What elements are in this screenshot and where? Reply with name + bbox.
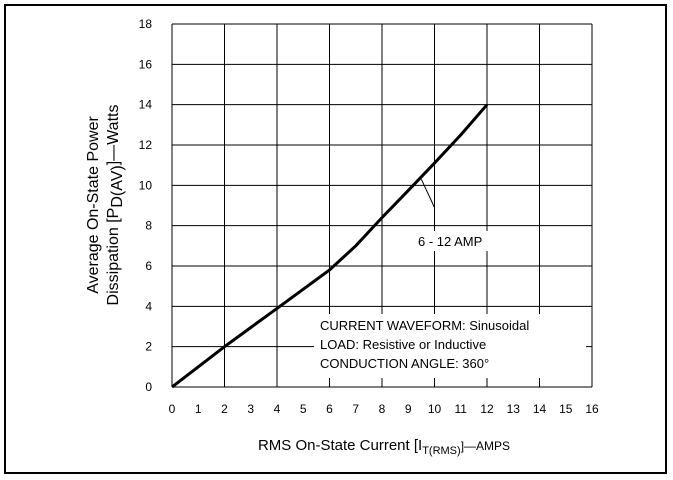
x-tick-12: 12 (480, 402, 494, 416)
x-tick-16: 16 (585, 402, 599, 416)
x-tick-11: 11 (455, 402, 468, 416)
x-tick-1: 1 (195, 402, 202, 416)
annotation-waveform: CURRENT WAVEFORM: Sinusoidal (320, 318, 529, 333)
annotation-load: LOAD: Resistive or Inductive (320, 337, 486, 352)
x-tick-5: 5 (300, 402, 307, 416)
y-axis-label: Average On-State Power Dissipation [PD(A… (85, 105, 126, 306)
annotation-background (314, 314, 586, 378)
y-axis-label-line1: Average On-State Power (85, 116, 102, 294)
y-tick-12: 12 (139, 138, 153, 152)
x-axis-label-end: ]—AMPS (461, 439, 510, 453)
series-label-background (412, 231, 508, 251)
y-axis-label-line2: Dissipation [PD(AV)]—Watts (105, 105, 126, 306)
annotation-conduction-angle: CONDUCTION ANGLE: 360° (320, 356, 489, 371)
y-tick-8: 8 (145, 219, 152, 233)
x-tick-0: 0 (169, 402, 176, 416)
x-tick-labels: 0 1 2 3 4 5 6 7 8 9 10 11 12 13 14 15 16 (169, 402, 599, 416)
x-tick-14: 14 (533, 402, 547, 416)
x-tick-4: 4 (274, 402, 281, 416)
series-line-6-12-amp (171, 103, 489, 389)
y-tick-16: 16 (139, 57, 153, 71)
y-tick-6: 6 (145, 259, 152, 273)
x-tick-15: 15 (559, 402, 573, 416)
x-tick-2: 2 (221, 402, 228, 416)
y-tick-0: 0 (145, 380, 152, 394)
y-tick-18: 18 (139, 17, 153, 31)
x-tick-3: 3 (247, 402, 254, 416)
series-label: 6 - 12 AMP (418, 234, 482, 249)
x-tick-13: 13 (507, 402, 521, 416)
y-axis-label-line2-sub: D(AV) (109, 165, 126, 207)
y-axis-label-line2-end: ]—Watts (105, 105, 122, 166)
y-tick-labels: 0 2 4 6 8 10 12 14 16 18 (139, 17, 153, 394)
x-tick-7: 7 (352, 402, 359, 416)
x-tick-8: 8 (379, 402, 386, 416)
y-tick-10: 10 (139, 178, 153, 192)
x-axis-label: RMS On-State Current [IT(RMS)]—AMPS (258, 437, 510, 457)
y-tick-14: 14 (139, 98, 153, 112)
x-tick-6: 6 (326, 402, 333, 416)
chart-frame (4, 4, 667, 474)
y-axis-label-line2-main: Dissipation [P (105, 208, 122, 306)
y-tick-4: 4 (145, 299, 152, 313)
x-tick-10: 10 (428, 402, 442, 416)
x-tick-9: 9 (405, 402, 412, 416)
y-tick-2: 2 (145, 340, 152, 354)
series-label-leader (420, 179, 435, 208)
x-axis-label-main: RMS On-State Current [I (258, 437, 422, 454)
x-axis-label-sub: T(RMS) (422, 445, 461, 457)
